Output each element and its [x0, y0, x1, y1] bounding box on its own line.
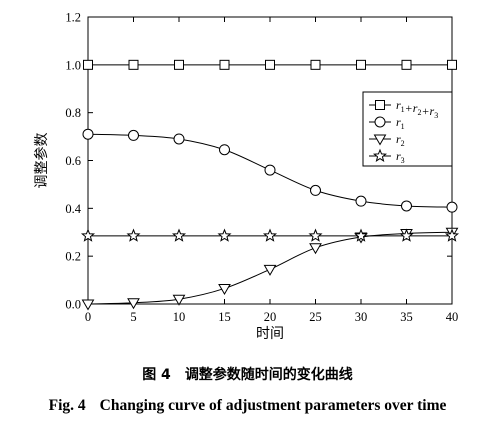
data-point	[265, 59, 275, 70]
data-point	[401, 59, 412, 70]
data-point	[219, 144, 230, 156]
legend-marker	[372, 148, 388, 162]
y-tick-label: 0.2	[65, 250, 81, 264]
x-tick-label: 30	[355, 310, 368, 324]
caption-en-text: Changing curve of adjustment parameters …	[99, 397, 447, 414]
data-point	[444, 228, 460, 242]
data-point	[308, 228, 323, 242]
figure-caption-chinese: 图 4 调整参数随时间的变化曲线	[0, 364, 495, 384]
x-tick-label: 20	[264, 310, 277, 324]
series-circle	[82, 128, 458, 213]
axes: 0 5 10 15 20 25 30 35 40 0.0 0.2 0.4 0.6 0.8 1.0 1.2 时间 调…	[33, 11, 458, 343]
x-tick-label: 40	[446, 310, 459, 324]
data-point	[127, 298, 140, 310]
y-tick-label: 0.0	[65, 298, 81, 312]
data-point	[219, 59, 230, 70]
data-point	[262, 228, 278, 242]
data-point	[399, 228, 414, 242]
data-point	[83, 59, 93, 70]
data-point	[356, 59, 366, 70]
data-point	[447, 59, 457, 70]
x-tick-label: 5	[130, 310, 136, 324]
y-tick-label: 0.8	[65, 106, 81, 120]
legend-label-main: +r	[405, 101, 418, 115]
data-point	[218, 283, 231, 295]
data-point	[128, 129, 139, 141]
legend-label-subscript: 2	[417, 108, 421, 117]
data-point	[128, 59, 139, 70]
data-point	[401, 200, 412, 212]
data-point	[353, 228, 369, 242]
data-point	[309, 243, 322, 255]
data-point	[217, 228, 232, 242]
y-tick-label: 1.0	[65, 58, 81, 72]
caption-cn-text: 调整参数随时间的变化曲线	[184, 367, 353, 383]
data-point	[172, 294, 186, 306]
y-tick-label: 0.4	[65, 202, 81, 216]
caption-cn-label: 图 4	[142, 367, 171, 383]
x-axis-label: 时间	[256, 326, 284, 342]
legend-label-main: r	[396, 98, 401, 112]
data-point	[171, 228, 187, 242]
legend-label-subscript: 1	[401, 105, 405, 114]
legend-label-main: r	[396, 115, 401, 129]
x-tick-label: 10	[173, 310, 186, 324]
chart: 0 5 10 15 20 25 30 35 40 0.0 0.2 0.4 0.6 0.8 1.0 1.2 时间 调…	[33, 11, 460, 343]
legend-label-main: r	[396, 149, 401, 163]
data-point	[81, 299, 95, 311]
legend-label: r2	[396, 132, 405, 148]
data-point	[263, 264, 277, 276]
data-point	[82, 128, 94, 140]
legend-label: r1	[396, 115, 405, 131]
legend-label-subscript: 3	[401, 156, 405, 165]
y-tick-label: 1.2	[65, 11, 81, 25]
data-point	[310, 184, 321, 196]
data-point	[310, 59, 321, 70]
x-tick-label: 25	[309, 310, 322, 324]
data-point	[446, 201, 458, 213]
x-tick-label: 0	[85, 310, 91, 324]
data-point	[126, 228, 141, 242]
legend-label: r3	[396, 149, 405, 165]
data-point	[264, 164, 276, 176]
legend-label-subscript: 1	[401, 122, 405, 131]
data-point	[355, 195, 367, 207]
y-axis-label: 调整参数	[33, 133, 50, 189]
legend-label-subscript: 3	[434, 111, 438, 120]
series-star	[80, 228, 460, 242]
series-layer	[80, 59, 460, 311]
legend-label-main: +r	[421, 104, 434, 118]
legend-label-subscript: 2	[401, 139, 405, 148]
data-point	[174, 59, 184, 70]
x-tick-label: 35	[400, 310, 413, 324]
legend-marker	[375, 100, 385, 110]
x-tick-label: 15	[218, 310, 231, 324]
data-point	[173, 133, 185, 145]
y-tick-label: 0.6	[65, 154, 81, 168]
legend-label-main: r	[396, 132, 401, 146]
data-point	[80, 228, 96, 242]
caption-en-label: Fig. 4	[48, 397, 86, 414]
legend-marker	[374, 116, 386, 128]
legend-label: r1+r2+r3	[396, 98, 438, 120]
series-square	[83, 59, 457, 70]
legend-marker	[373, 134, 387, 146]
series-triangle-down	[81, 227, 459, 311]
figure-caption-english: Fig. 4 Changing curve of adjustment param…	[0, 397, 495, 415]
